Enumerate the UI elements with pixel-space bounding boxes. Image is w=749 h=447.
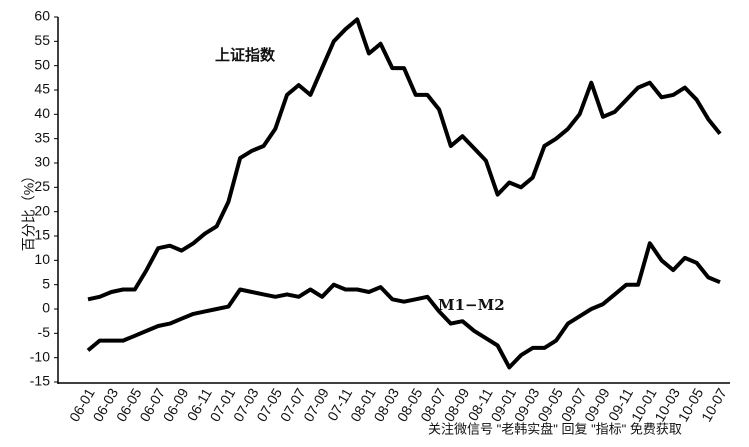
y-tick-label: 40: [34, 105, 50, 121]
y-tick-label: -5: [38, 324, 51, 340]
x-tick-label: 07-09: [300, 385, 332, 424]
y-tick-label: 35: [34, 129, 50, 145]
y-tick-label: 50: [34, 56, 50, 72]
x-tick-label: 06-09: [160, 385, 192, 424]
y-tick-label: 15: [34, 227, 50, 243]
y-tick-label: -10: [30, 348, 50, 364]
y-tick-label: 5: [42, 275, 50, 291]
annotation: 上证指数: [215, 46, 276, 64]
watermark-bg: [420, 418, 749, 442]
y-tick-label: 30: [34, 154, 50, 170]
y-tick-label: 55: [34, 32, 50, 48]
series-line: [86, 241, 721, 370]
y-tick-label: 45: [34, 81, 50, 97]
series-line: [87, 17, 722, 302]
annotation: M1−M2: [438, 296, 505, 314]
y-tick-label: 10: [34, 251, 50, 267]
y-axis-label: 百分比（%）: [21, 169, 37, 251]
y-tick-label: -15: [30, 373, 50, 389]
y-tick-label: 25: [34, 178, 50, 194]
y-tick-label: 20: [34, 202, 50, 218]
y-tick-label: 60: [34, 8, 50, 24]
y-tick-label: 0: [42, 300, 50, 316]
watermark: 关注微信号 "老韩实盘" 回复 "指标" 免费获取: [428, 421, 682, 436]
